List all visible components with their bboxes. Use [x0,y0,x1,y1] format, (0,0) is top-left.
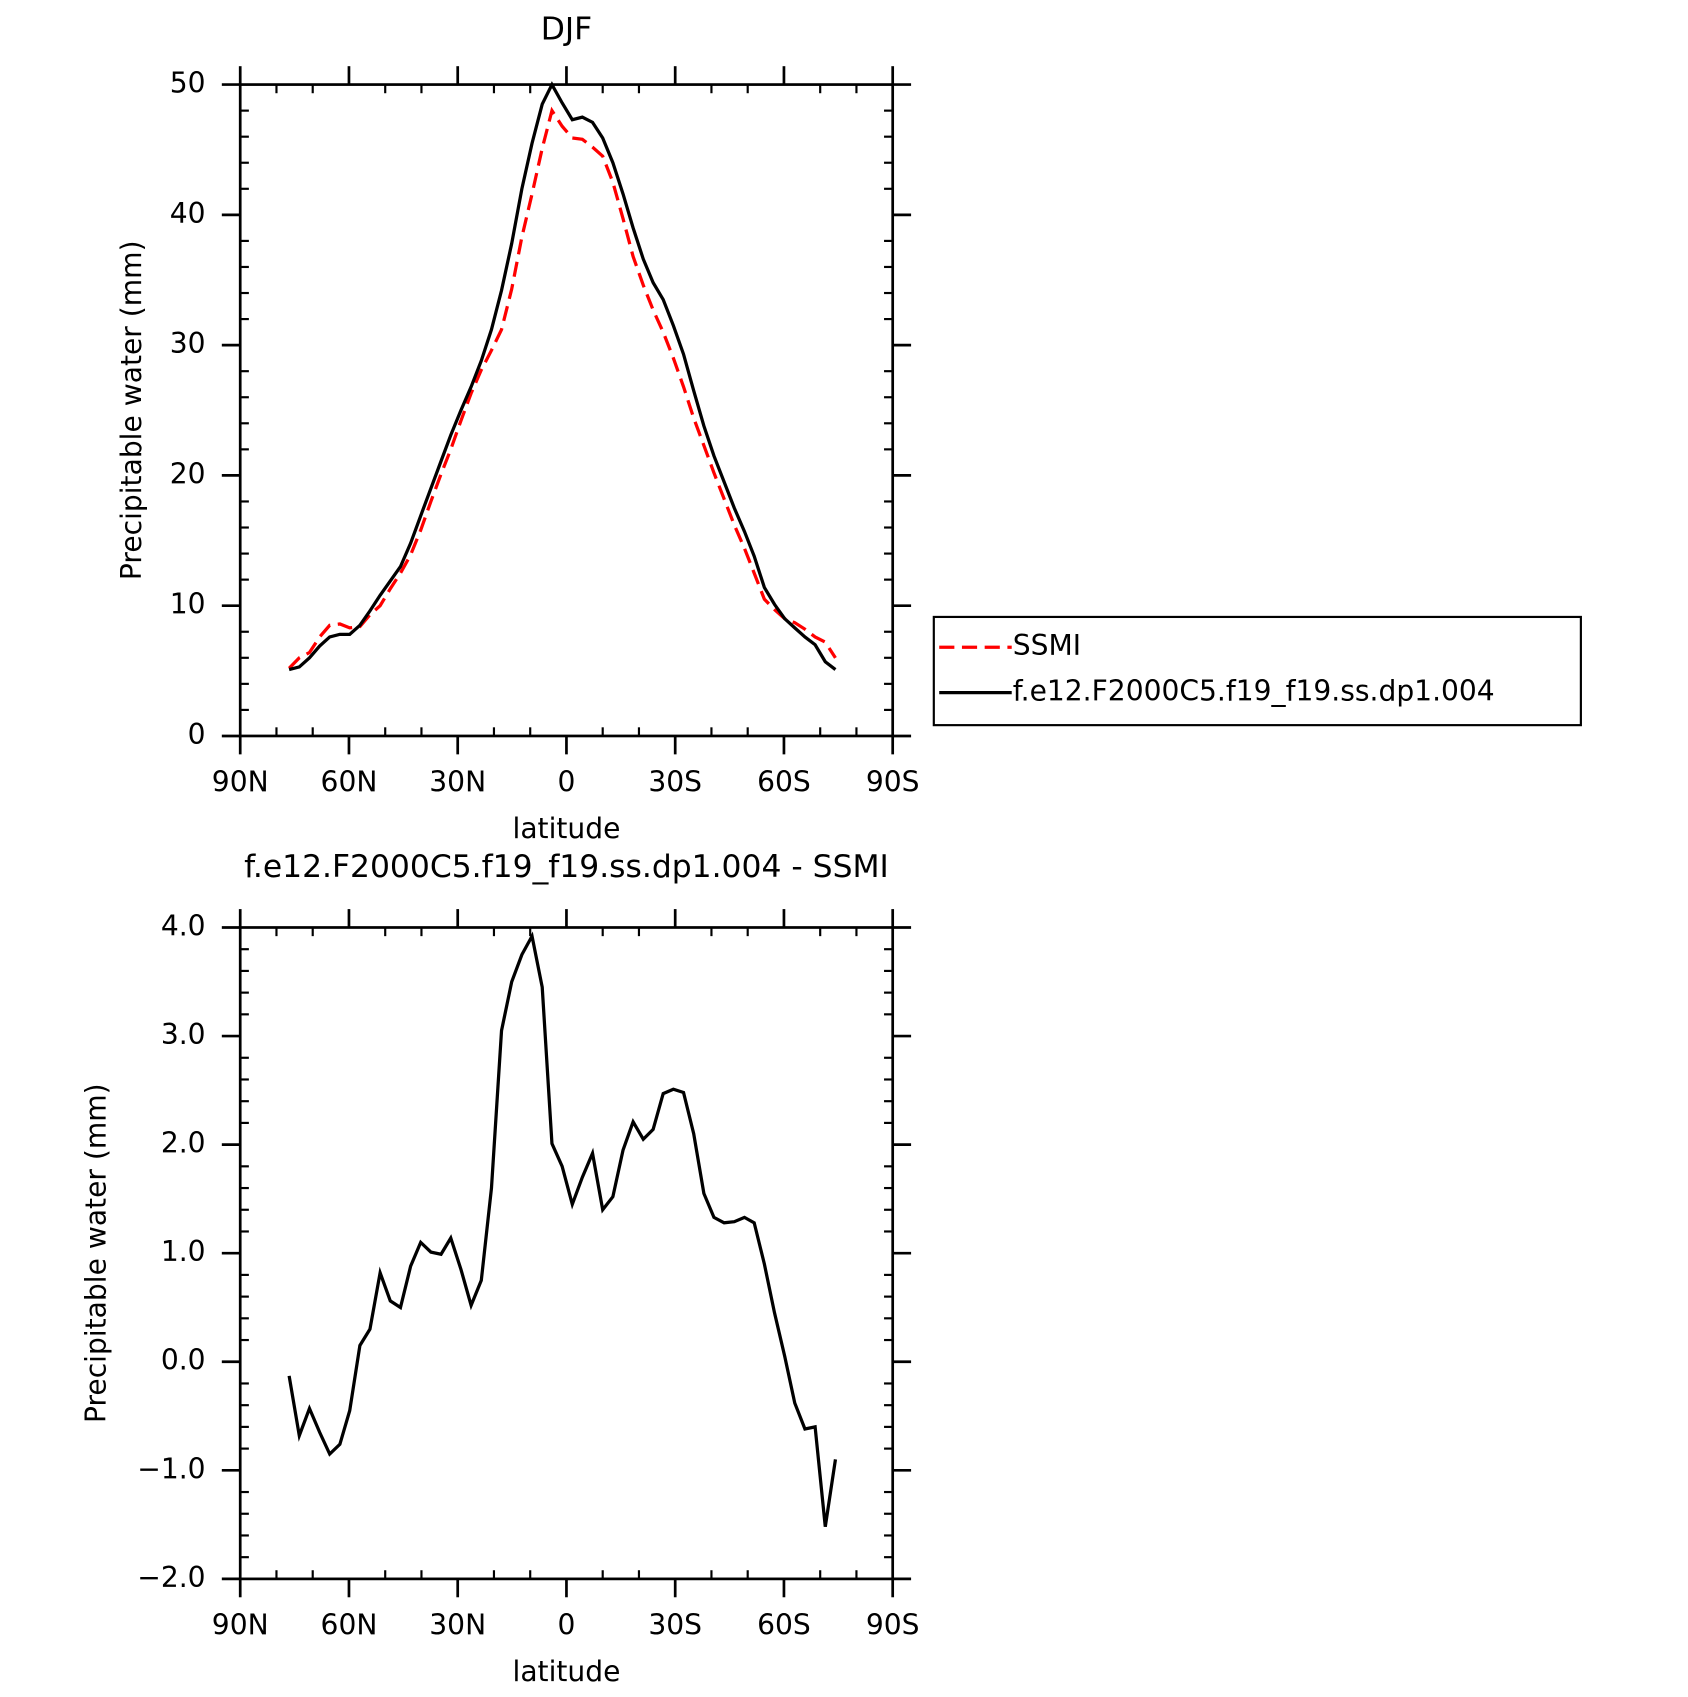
y-tick-label: 3.0 [161,1018,206,1051]
x-axis-label: latitude [513,812,621,845]
x-tick-label: 30N [429,1608,486,1641]
x-tick-label: 90N [212,766,269,799]
x-tick-label: 60N [321,766,378,799]
x-tick-label: 0 [558,766,576,799]
x-tick-label: 60S [757,766,811,799]
x-axis-label: latitude [513,1655,621,1688]
plot-frame [238,83,895,738]
legend-label: SSMI [1013,629,1081,662]
y-tick-label: 40 [170,197,206,230]
y-tick-label: 2.0 [161,1127,206,1160]
x-tick-label: 0 [558,1608,576,1641]
x-tick-label: 60S [757,1608,811,1641]
y-axis-label: Precipitable water (mm) [115,240,148,580]
x-tick-label: 30S [648,1608,702,1641]
x-tick-label: 30N [429,766,486,799]
x-tick-label: 90S [866,1608,920,1641]
legend-box [932,615,1582,727]
data-line [288,81,837,672]
y-tick-label: −1.0 [137,1452,205,1485]
data-line [287,106,837,670]
chart-title: DJF [541,11,592,47]
data-line [287,931,838,1527]
legend-label: f.e12.F2000C5.f19_f19.ss.dp1.004 [1013,675,1495,708]
x-tick-label: 30S [648,766,702,799]
y-tick-label: 0 [188,718,206,751]
y-axis-label: Precipitable water (mm) [79,1083,112,1423]
y-tick-label: 0.0 [161,1344,206,1377]
chart-title: f.e12.F2000C5.f19_f19.ss.dp1.004 - SSMI [244,849,889,885]
y-tick-label: −2.0 [137,1561,205,1594]
y-tick-label: 20 [170,457,206,490]
x-tick-label: 90S [866,766,920,799]
y-tick-label: 50 [170,67,206,100]
y-tick-label: 30 [170,327,206,360]
x-tick-label: 60N [321,1608,378,1641]
y-tick-label: 1.0 [161,1235,206,1268]
y-tick-label: 10 [170,588,206,621]
y-tick-label: 4.0 [161,909,206,942]
plot-frame [238,926,895,1581]
x-tick-label: 90N [212,1608,269,1641]
